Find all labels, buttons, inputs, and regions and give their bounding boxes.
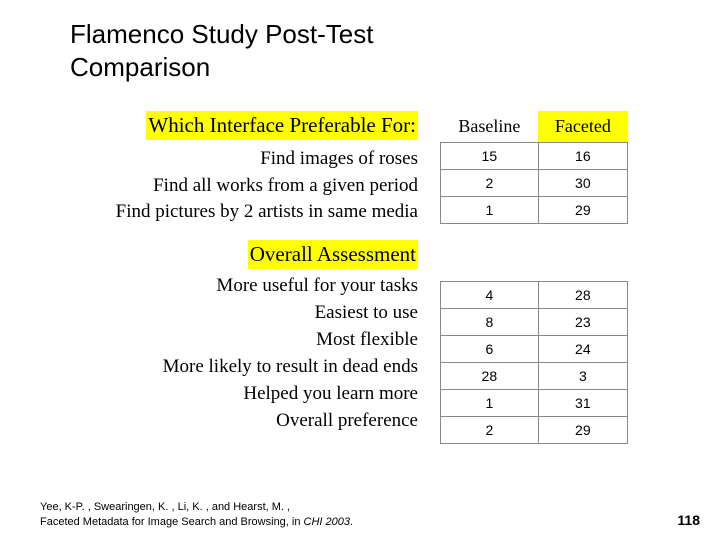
- cell-baseline: 2: [441, 417, 539, 444]
- assessment-item: More useful for your tasks: [0, 273, 418, 300]
- table-row: 2 29: [441, 417, 628, 444]
- page-number: 118: [677, 512, 700, 528]
- assessment-item: More likely to result in dead ends: [0, 354, 418, 381]
- section2-header-wrap: Overall Assessment: [0, 240, 418, 269]
- cell-baseline: 6: [441, 336, 539, 363]
- title-line1: Flamenco Study Post-Test: [70, 19, 373, 49]
- col-header-baseline: Baseline: [441, 111, 539, 143]
- section2-header: Overall Assessment: [248, 240, 418, 269]
- cell-baseline: 1: [441, 197, 539, 224]
- cell-baseline: 28: [441, 363, 539, 390]
- cell-faceted: 16: [538, 143, 627, 170]
- citation-line1: Yee, K-P. , Swearingen, K. , Li, K. , an…: [40, 501, 290, 513]
- cell-faceted: 29: [538, 417, 627, 444]
- assessment-item: Helped you learn more: [0, 381, 418, 408]
- content-area: Which Interface Preferable For: Find ima…: [0, 83, 720, 444]
- table-row: 1 31: [441, 390, 628, 417]
- table-row: 1 29: [441, 197, 628, 224]
- section1-header: Which Interface Preferable For:: [146, 111, 418, 140]
- task-item: Find pictures by 2 artists in same media: [0, 199, 418, 226]
- table-gap: [441, 224, 628, 282]
- comparison-table: Baseline Faceted 15 16 2 30 1 29 4: [440, 111, 628, 444]
- slide-title: Flamenco Study Post-Test Comparison: [0, 18, 720, 83]
- table-row: 4 28: [441, 282, 628, 309]
- cell-faceted: 23: [538, 309, 627, 336]
- table-row: 15 16: [441, 143, 628, 170]
- section1-header-wrap: Which Interface Preferable For:: [0, 111, 418, 140]
- table-row: 28 3: [441, 363, 628, 390]
- table-header-row: Baseline Faceted: [441, 111, 628, 143]
- cell-baseline: 4: [441, 282, 539, 309]
- col-header-faceted: Faceted: [538, 111, 627, 143]
- cell-baseline: 15: [441, 143, 539, 170]
- section1-list: Find images of roses Find all works from…: [0, 146, 418, 226]
- left-column: Which Interface Preferable For: Find ima…: [0, 111, 440, 444]
- citation: Yee, K-P. , Swearingen, K. , Li, K. , an…: [40, 500, 353, 530]
- section2-list: More useful for your tasks Easiest to us…: [0, 273, 418, 435]
- citation-line2c: .: [350, 516, 353, 528]
- assessment-item: Most flexible: [0, 327, 418, 354]
- title-line2: Comparison: [70, 52, 210, 82]
- task-item: Find images of roses: [0, 146, 418, 173]
- cell-baseline: 1: [441, 390, 539, 417]
- cell-faceted: 31: [538, 390, 627, 417]
- cell-baseline: 2: [441, 170, 539, 197]
- table-row: 2 30: [441, 170, 628, 197]
- cell-faceted: 24: [538, 336, 627, 363]
- cell-faceted: 30: [538, 170, 627, 197]
- assessment-item: Overall preference: [0, 408, 418, 435]
- cell-baseline: 8: [441, 309, 539, 336]
- citation-line2a: Faceted Metadata for Image Search and Br…: [40, 516, 304, 528]
- task-item: Find all works from a given period: [0, 173, 418, 200]
- cell-faceted: 3: [538, 363, 627, 390]
- cell-faceted: 29: [538, 197, 627, 224]
- citation-venue: CHI 2003: [304, 516, 350, 528]
- right-column: Baseline Faceted 15 16 2 30 1 29 4: [440, 111, 628, 444]
- cell-faceted: 28: [538, 282, 627, 309]
- table-row: 6 24: [441, 336, 628, 363]
- table-row: 8 23: [441, 309, 628, 336]
- assessment-item: Easiest to use: [0, 300, 418, 327]
- slide: Flamenco Study Post-Test Comparison Whic…: [0, 0, 720, 540]
